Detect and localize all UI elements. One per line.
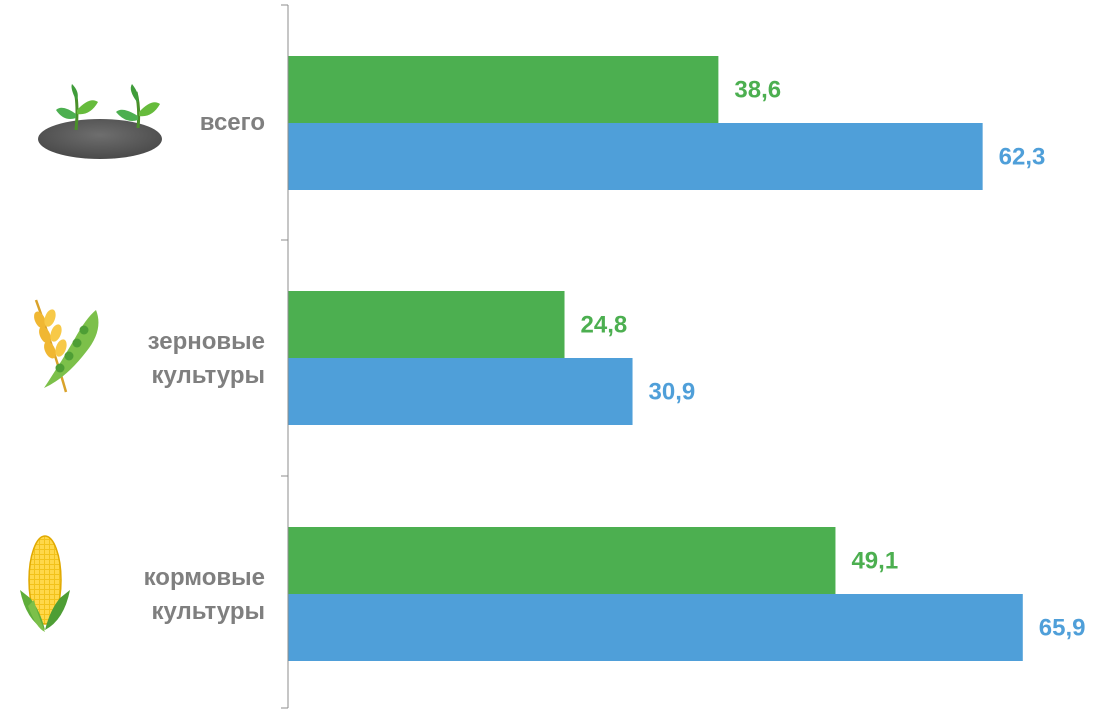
value-label-1-1: 38,6 <box>734 77 781 104</box>
corn-cob-icon <box>20 535 70 632</box>
value-label-1-2: 24,8 <box>581 312 628 339</box>
bar-1-2 <box>288 291 565 358</box>
value-label-2-3: 65,9 <box>1039 615 1086 642</box>
bar-1-3 <box>288 527 836 594</box>
bar-2-2 <box>288 358 633 425</box>
category-label-2: зерновые культуры <box>148 328 265 389</box>
value-label-2-1: 62,3 <box>999 144 1046 171</box>
category-label-3: кормовые культуры <box>144 564 265 625</box>
bar-2-3 <box>288 594 1023 661</box>
value-label-2-2: 30,9 <box>649 379 696 406</box>
category-label-1: всего <box>200 109 265 136</box>
bar-1-1 <box>288 56 719 123</box>
sprouts-icon <box>38 84 162 159</box>
value-label-1-3: 49,1 <box>851 548 898 575</box>
bar-2-1 <box>288 123 983 190</box>
wheat-pea-pod-icon <box>34 299 99 393</box>
